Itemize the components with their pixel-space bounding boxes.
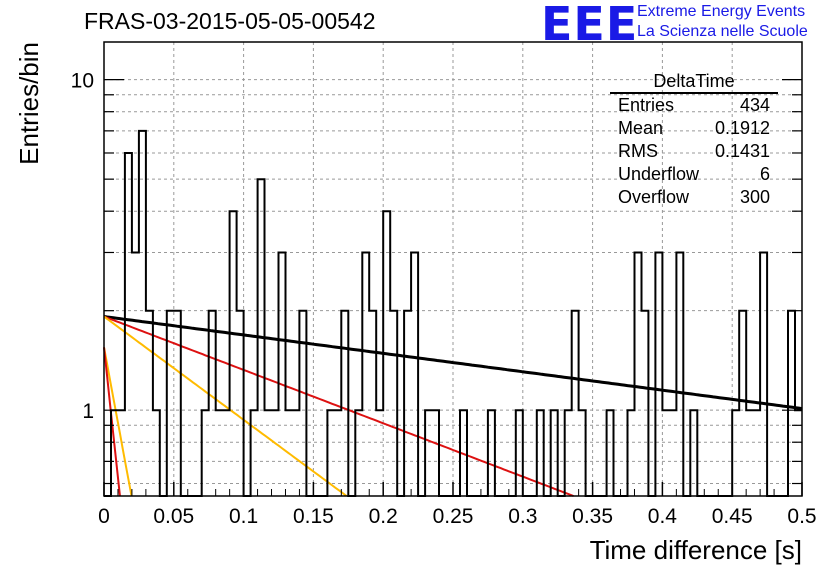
stats-value: 6 xyxy=(759,164,770,184)
x-tick-label: 0.2 xyxy=(369,505,398,528)
y-tick-labels: 1 10 xyxy=(71,70,94,424)
x-tick-label: 0.1 xyxy=(229,505,258,528)
x-tick-label: 0.05 xyxy=(153,505,194,528)
y-tick-label: 10 xyxy=(71,70,94,93)
axis-ticks xyxy=(103,79,803,496)
logo-line-1: Extreme Energy Events xyxy=(637,3,806,20)
eee-logo-text: Extreme Energy Events La Scienza nelle S… xyxy=(637,2,808,42)
stats-row-overflow: Overflow 300 xyxy=(610,186,778,209)
x-tick-labels: 0 0.05 0.1 0.15 0.2 0.25 0.3 0.35 0.4 0.45 0.5 xyxy=(98,505,816,528)
fit-curve xyxy=(103,347,133,497)
stats-value: 0.1912 xyxy=(714,118,770,138)
eee-logo-mark: EEE xyxy=(541,0,639,51)
x-tick-label: 0.5 xyxy=(787,505,816,528)
stats-row-underflow: Underflow 6 xyxy=(610,163,778,186)
stats-row-entries: Entries 434 xyxy=(610,94,778,117)
x-tick-label: 0.25 xyxy=(433,505,474,528)
stats-label: Overflow xyxy=(618,187,690,207)
stats-value: 300 xyxy=(739,187,770,207)
stats-label: RMS xyxy=(618,141,658,161)
stats-value: 0.1431 xyxy=(714,141,770,161)
x-tick-label: 0 xyxy=(98,505,110,528)
x-axis-label: Time difference [s] xyxy=(590,535,802,565)
x-tick-label: 0.35 xyxy=(572,505,613,528)
x-tick-label: 0.15 xyxy=(293,505,334,528)
stats-title: DeltaTime xyxy=(610,70,778,94)
stats-row-mean: Mean 0.1912 xyxy=(610,117,778,140)
stats-value: 434 xyxy=(739,95,770,115)
y-axis-label: Entries/bin xyxy=(14,42,44,165)
stats-box: DeltaTime Entries 434 Mean 0.1912 RMS 0.143… xyxy=(610,70,778,209)
fit-curve xyxy=(103,315,348,497)
grid-lines xyxy=(104,42,802,496)
x-tick-label: 0.3 xyxy=(508,505,537,528)
stats-label: Underflow xyxy=(618,164,700,184)
stats-label: Entries xyxy=(618,95,675,115)
logo-line-2: La Scienza nelle Scuole xyxy=(637,23,808,40)
x-tick-label: 0.4 xyxy=(648,505,678,528)
fit-curve xyxy=(103,315,803,411)
plot-title: FRAS-03-2015-05-05-00542 xyxy=(84,8,376,34)
stats-label: Mean xyxy=(618,118,664,138)
y-tick-label: 1 xyxy=(82,400,94,423)
x-tick-label: 0.45 xyxy=(712,505,753,528)
stats-row-rms: RMS 0.1431 xyxy=(610,140,778,163)
fit-curve xyxy=(103,315,574,497)
